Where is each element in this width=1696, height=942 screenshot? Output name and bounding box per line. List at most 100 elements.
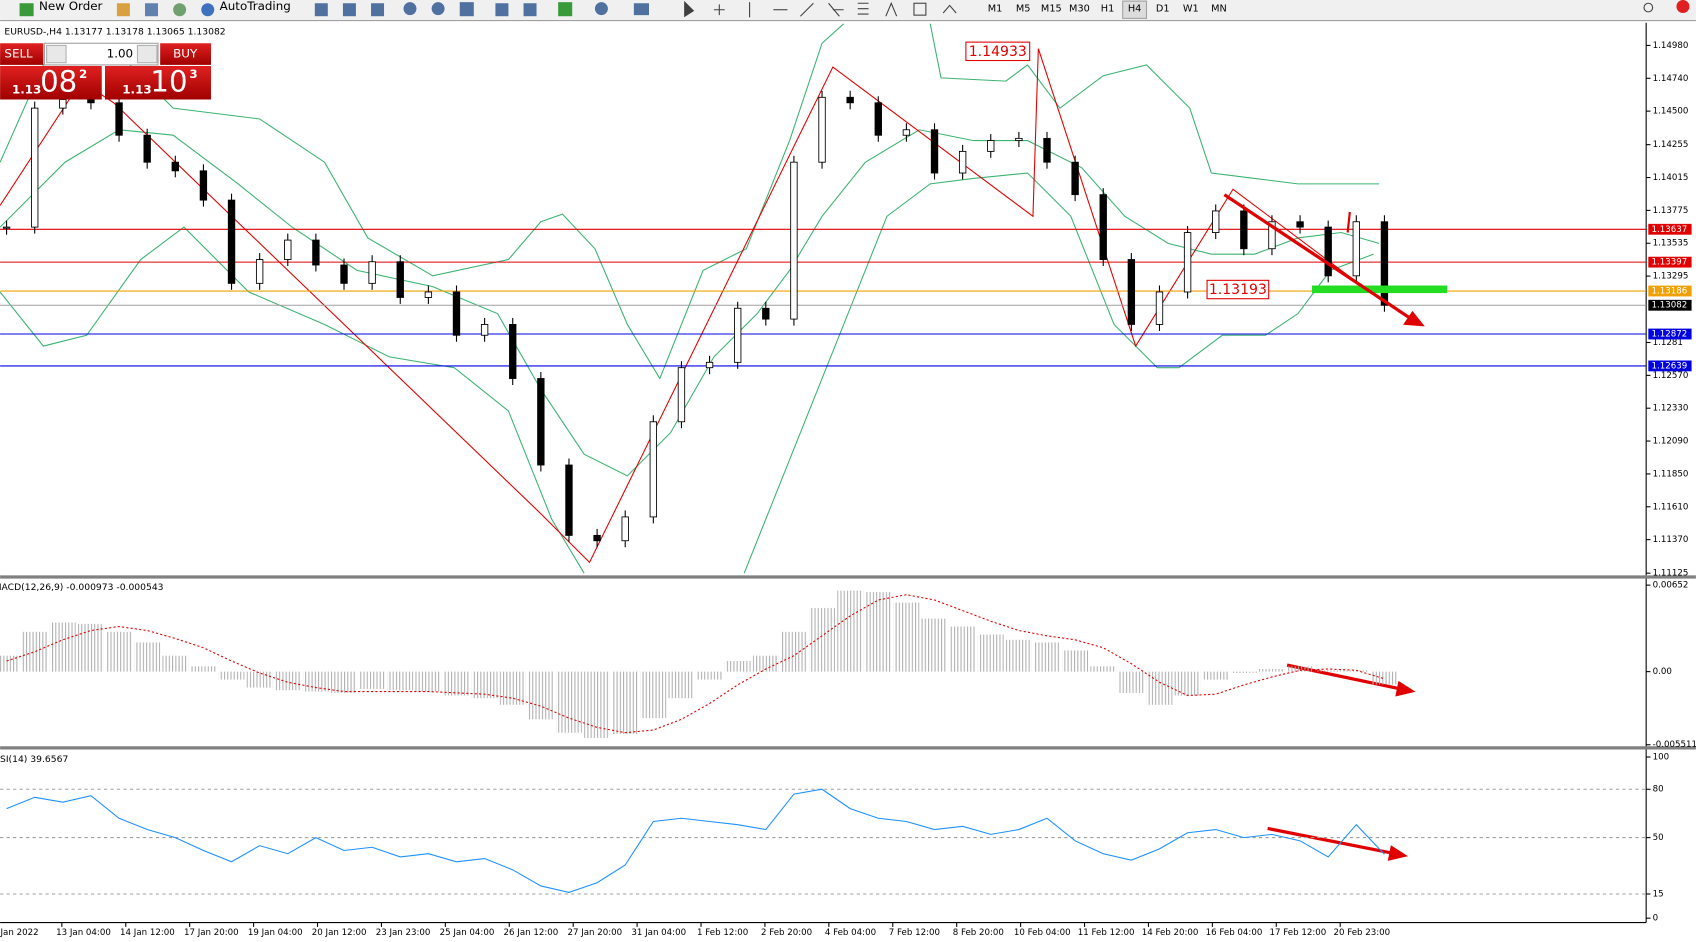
toolbar-icon[interactable] xyxy=(145,3,158,17)
chart-header: EURUSD-,H4 1.13177 1.13178 1.13065 1.130… xyxy=(4,26,225,37)
autotrading-button[interactable]: AutoTrading xyxy=(220,0,291,13)
timeframe-button[interactable]: M1 xyxy=(988,4,1003,15)
macd-bar xyxy=(415,671,442,692)
y-tick-label: 1.11850 xyxy=(1653,469,1689,479)
indicators[interactable] xyxy=(558,2,573,17)
candle-body xyxy=(734,307,742,363)
level-label: 1.13186 xyxy=(1652,287,1688,297)
timeframe-button[interactable]: H1 xyxy=(1101,4,1115,15)
y-tick-label: 15 xyxy=(1653,890,1664,900)
buy-button[interactable] xyxy=(160,43,211,65)
header-value: 39.6567 xyxy=(30,754,68,765)
toolbar-icons xyxy=(314,2,650,17)
y-tick-label: 1.14015 xyxy=(1653,173,1689,183)
autotrading-icon[interactable] xyxy=(201,3,215,17)
candle-body xyxy=(255,259,264,284)
candle-body xyxy=(621,516,629,542)
toolbar-icon[interactable] xyxy=(495,3,509,17)
fibo-tool[interactable] xyxy=(857,2,869,15)
cursor-tool[interactable] xyxy=(684,0,695,18)
sell-price-box[interactable] xyxy=(0,65,102,100)
x-tick-label: 20 Feb 23:00 xyxy=(1333,928,1390,938)
level-label-box xyxy=(1648,328,1692,340)
timeframe-active xyxy=(1122,0,1148,19)
new-order-icon[interactable] xyxy=(19,3,34,17)
candle-body xyxy=(1071,161,1079,196)
toolbar-icon[interactable] xyxy=(371,3,385,17)
x-tick-label: 8 Feb 20:00 xyxy=(953,928,1004,938)
y-tick-label: 1.11370 xyxy=(1653,535,1689,545)
macd-bar xyxy=(162,655,189,672)
price-annotation-box xyxy=(1206,279,1270,300)
text-tool[interactable] xyxy=(885,1,898,17)
candle-body xyxy=(31,107,39,228)
buy-price-box[interactable] xyxy=(104,65,211,100)
macd-bar xyxy=(134,642,161,672)
macd-bar xyxy=(0,655,20,672)
candle-body xyxy=(677,367,686,423)
header-value: 1.13082 xyxy=(188,26,226,37)
timeframe-button[interactable]: H4 xyxy=(1128,4,1142,15)
toolbar-icon[interactable] xyxy=(523,3,537,17)
timeframe-button[interactable]: MN xyxy=(1211,4,1227,15)
macd-bar xyxy=(865,592,892,672)
timeframe-button[interactable]: M15 xyxy=(1041,4,1062,15)
candle-body xyxy=(1155,291,1164,325)
sell-label[interactable]: SELL xyxy=(4,47,33,61)
lot-increase[interactable] xyxy=(136,44,158,64)
channel-tool[interactable] xyxy=(828,2,844,17)
macd-bar xyxy=(696,671,723,680)
y-tick-label: 1.13775 xyxy=(1653,206,1689,216)
drawing-tools xyxy=(684,0,1654,18)
lot-decrease[interactable] xyxy=(46,44,67,64)
macd-bar xyxy=(612,671,639,734)
header-value: 1.13178 xyxy=(106,26,144,37)
macd-bar xyxy=(106,631,133,672)
candle-body xyxy=(1352,221,1360,277)
templates[interactable] xyxy=(633,3,650,16)
crosshair-tool[interactable] xyxy=(713,4,725,16)
candle-body xyxy=(958,150,967,174)
toolbar-icon[interactable] xyxy=(116,3,130,17)
timeframe-button[interactable]: M5 xyxy=(1016,4,1031,15)
timeframe-button[interactable]: W1 xyxy=(1183,4,1199,15)
macd-bar xyxy=(1174,671,1201,696)
buy-label[interactable]: BUY xyxy=(173,47,198,61)
y-tick-label: 1.12570 xyxy=(1653,371,1689,381)
lot-value[interactable]: 1.00 xyxy=(107,47,133,61)
label-tool[interactable] xyxy=(913,2,927,16)
lot-field[interactable] xyxy=(43,42,159,66)
toolbar-icon[interactable] xyxy=(342,3,356,17)
candle-body xyxy=(1043,137,1051,163)
buy-price-pip: 3 xyxy=(189,67,197,81)
periods[interactable] xyxy=(594,2,608,16)
timeframe-button[interactable]: M30 xyxy=(1069,4,1090,15)
search[interactable] xyxy=(1643,2,1654,13)
zoom-out[interactable] xyxy=(431,2,445,16)
x-tick-label: 14 Jan 12:00 xyxy=(120,928,175,938)
timeframe-button[interactable]: D1 xyxy=(1156,4,1170,15)
candle-body xyxy=(199,170,208,201)
new-order-button[interactable]: New Order xyxy=(39,0,103,13)
rsi-header: RSI(14) 39.6567 xyxy=(0,754,68,765)
x-tick-label: Jan 2022 xyxy=(0,928,39,938)
sell-button[interactable] xyxy=(0,43,44,65)
x-tick-label: 14 Feb 20:00 xyxy=(1142,928,1199,938)
toolbar-icon[interactable] xyxy=(459,2,474,17)
zoom-in[interactable] xyxy=(403,2,417,16)
notification[interactable] xyxy=(1676,0,1690,13)
candle-body xyxy=(565,464,573,536)
x-tick-label: 31 Jan 04:00 xyxy=(631,928,686,938)
toolbar-icon[interactable] xyxy=(173,3,187,17)
x-tick-label: 26 Jan 12:00 xyxy=(504,928,559,938)
macd-bar xyxy=(1287,666,1314,672)
arrows-tool[interactable] xyxy=(942,4,957,14)
toolbar-icon[interactable] xyxy=(314,3,328,17)
y-tick-label: 1.14740 xyxy=(1653,74,1689,84)
candle-body xyxy=(1240,210,1248,250)
candle-body xyxy=(312,239,320,266)
macd-bar xyxy=(555,671,582,733)
candle-body xyxy=(1127,259,1136,325)
trendline-tool[interactable] xyxy=(800,2,814,17)
bb-upper xyxy=(929,23,1380,185)
